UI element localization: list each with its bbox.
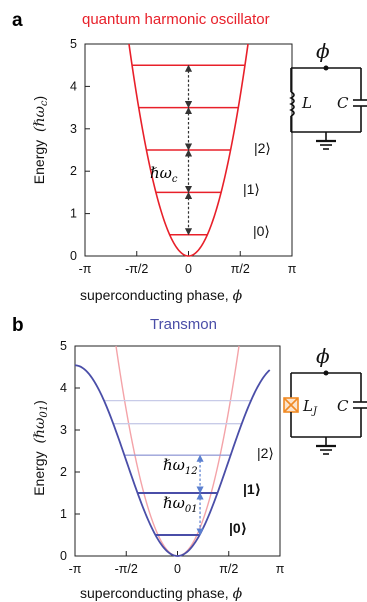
b-ytick-label: 0 [60,549,67,563]
panel-a-capacitor-label: C [337,94,349,112]
panel-a-node-label: ϕ [316,39,330,63]
panel-b-josephson-junction-icon [283,397,299,413]
panel-a-inductor-label: L [301,94,312,112]
panel-b-spacing-label-01: ℏω01 [163,494,198,515]
svg-text:Energy (ℏωc): Energy (ℏωc) [31,96,50,184]
panel-b-junction-label: LJ [302,397,318,417]
b-ytick-label: 1 [60,507,67,521]
b-xtick-label: 0 [174,562,181,576]
a-ytick-label: 0 [70,249,77,263]
a-ytick-label: 3 [70,122,77,136]
a-xtick-label: π/2 [231,262,250,276]
a-xtick-label: -π [79,262,92,276]
panel-b-y-ticks: 0 1 2 3 4 5 [60,339,80,563]
panel-b-transmon-circuit: ϕ LJ C [283,344,367,455]
panel-a: a quantum harmonic oscillator Energy (ℏω… [12,10,367,304]
panel-a-ket-0: |0⟩ [253,223,270,239]
panel-b-ylabel: Energy (ℏω01) [31,400,50,496]
panel-b-cosine-potential-curve [74,364,271,557]
panel-a-letter: a [12,10,23,31]
panel-b-xlabel: superconducting phase, ϕ [80,585,243,602]
a-xtick-label: π [288,262,297,276]
a-xtick-label: 0 [185,262,192,276]
panel-a-lc-circuit: ϕ L C [289,39,367,150]
panel-b-harmonic-reference-curve [115,345,240,557]
panel-b-plot-frame [74,345,281,557]
panel-b-energy-levels [104,399,251,536]
svg-text:Energy (ℏω01): Energy (ℏω01) [31,400,50,496]
b-xtick-label: π [276,562,285,576]
a-ytick-label: 4 [70,79,77,93]
panel-b-ket-0: |0⟩ [229,520,247,536]
a-ytick-label: 2 [70,164,77,178]
b-ytick-label: 5 [60,339,67,353]
panel-a-ket-2: |2⟩ [254,140,271,156]
b-xtick-label: -π [69,562,82,576]
panel-b: b Transmon Energy (ℏω01) 0 1 2 3 4 5 -π -π/2 0 π… [12,315,367,602]
panel-b-x-ticks: -π -π/2 0 π/2 π [69,551,285,576]
panel-b-letter: b [12,315,24,336]
panel-a-y-ticks: 0 1 2 3 4 5 [70,37,90,263]
a-ytick-label: 1 [70,207,77,221]
b-ytick-label: 2 [60,465,67,479]
panel-a-ket-1: |1⟩ [243,181,260,197]
panel-b-title: Transmon [150,316,217,333]
panel-b-capacitor-label: C [337,397,349,415]
panel-a-spacing-label: ℏωc [150,164,178,185]
a-ytick-label: 5 [70,37,77,51]
panel-a-potential-curve [128,43,249,257]
b-ytick-label: 3 [60,423,67,437]
panel-b-ket-1: |1⟩ [243,481,261,497]
panel-b-ket-2: |2⟩ [257,445,274,461]
panel-b-spacing-label-12: ℏω12 [163,456,198,477]
b-xtick-label: π/2 [219,562,238,576]
panel-a-x-ticks: -π -π/2 0 π/2 π [79,251,297,276]
panel-a-ylabel: Energy (ℏωc) [31,96,50,184]
b-xtick-label: -π/2 [115,562,138,576]
b-ytick-label: 4 [60,381,67,395]
a-xtick-label: -π/2 [125,262,148,276]
panel-a-title: quantum harmonic oscillator [82,11,270,28]
panel-b-node-label: ϕ [316,344,330,368]
panel-a-xlabel: superconducting phase, ϕ [80,287,243,304]
panel-a-inductor-icon [289,91,295,117]
